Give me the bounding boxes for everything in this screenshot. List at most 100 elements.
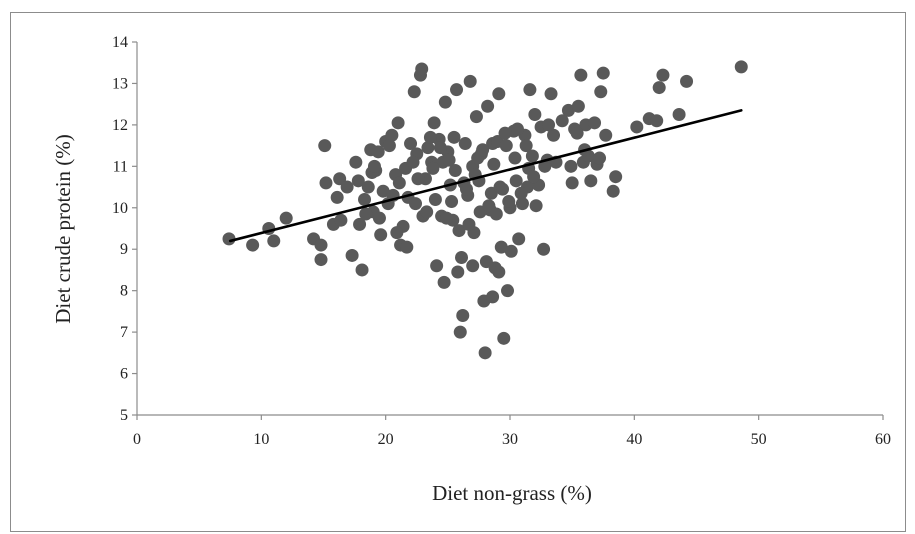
trendline-group xyxy=(228,109,743,243)
data-point xyxy=(455,251,469,265)
data-point xyxy=(527,170,541,184)
y-tick-label: 5 xyxy=(120,407,128,424)
data-point xyxy=(593,151,607,165)
data-point xyxy=(501,284,515,298)
data-point xyxy=(447,130,461,144)
data-point xyxy=(528,108,542,122)
y-tick-label: 9 xyxy=(120,241,128,258)
data-point xyxy=(469,110,483,124)
data-point xyxy=(314,238,328,252)
data-point xyxy=(523,83,537,97)
data-point xyxy=(415,62,429,76)
data-point xyxy=(376,184,390,198)
data-point xyxy=(652,81,666,95)
data-point xyxy=(462,217,476,231)
data-point xyxy=(574,68,588,82)
data-point xyxy=(452,224,466,238)
data-point xyxy=(371,145,385,159)
data-point xyxy=(359,207,373,221)
data-point xyxy=(367,159,381,173)
x-axis-title: Diet non-grass (%) xyxy=(432,481,592,505)
data-point xyxy=(442,153,456,167)
data-point xyxy=(451,265,465,279)
data-point xyxy=(333,172,347,186)
y-tick-label: 11 xyxy=(113,158,128,175)
data-point xyxy=(433,141,447,155)
data-point xyxy=(385,128,399,142)
data-point xyxy=(267,234,281,248)
data-point xyxy=(487,157,501,171)
data-point xyxy=(606,184,620,198)
axes: 5 6 7 8 9 10 11 12 13 14 0 10 20 30 40 50 60 xyxy=(112,34,891,448)
data-point xyxy=(353,217,367,231)
x-tick-label: 50 xyxy=(751,431,767,448)
data-point xyxy=(478,346,492,360)
x-tick-label: 60 xyxy=(875,431,891,448)
x-tick-label: 40 xyxy=(626,431,642,448)
data-point xyxy=(547,128,561,142)
data-point xyxy=(609,170,623,184)
data-point xyxy=(502,195,516,209)
data-point xyxy=(456,309,470,323)
data-point xyxy=(514,186,528,200)
data-point xyxy=(314,253,328,267)
y-tick-label: 7 xyxy=(120,324,128,341)
data-point xyxy=(428,192,442,206)
data-point xyxy=(459,182,473,196)
data-point xyxy=(421,141,435,155)
x-tick-label: 20 xyxy=(378,431,394,448)
data-point xyxy=(570,126,584,140)
data-point xyxy=(515,197,529,211)
data-point xyxy=(445,195,459,209)
data-point xyxy=(427,116,441,130)
data-point xyxy=(512,232,526,246)
data-point xyxy=(571,99,585,113)
data-point xyxy=(382,139,396,153)
data-point xyxy=(486,290,500,304)
data-point xyxy=(680,74,694,88)
data-point xyxy=(319,176,333,190)
data-point xyxy=(508,151,522,165)
data-point xyxy=(542,118,556,132)
data-point xyxy=(588,116,602,130)
data-point xyxy=(407,85,421,99)
data-point xyxy=(361,180,375,194)
data-point xyxy=(246,238,260,252)
trendline xyxy=(228,109,743,243)
y-tick-label: 6 xyxy=(120,366,128,383)
data-point xyxy=(437,275,451,289)
data-point xyxy=(544,87,558,101)
data-point xyxy=(392,176,406,190)
data-point xyxy=(222,232,236,246)
y-tick-label: 8 xyxy=(120,283,128,300)
data-point xyxy=(406,155,420,169)
data-points xyxy=(222,60,748,360)
data-point xyxy=(420,205,434,219)
y-tick-label: 13 xyxy=(112,75,128,92)
data-point xyxy=(404,137,418,151)
y-tick-label: 14 xyxy=(112,34,128,51)
data-point xyxy=(358,192,372,206)
data-point xyxy=(538,159,552,173)
data-point xyxy=(426,161,440,175)
data-point xyxy=(565,176,579,190)
data-point xyxy=(599,128,613,142)
data-point xyxy=(510,122,524,136)
data-point xyxy=(555,114,569,128)
data-point xyxy=(463,74,477,88)
data-point xyxy=(345,248,359,262)
x-tick-label: 10 xyxy=(253,431,269,448)
data-point xyxy=(476,143,490,157)
data-point xyxy=(672,108,686,122)
data-point xyxy=(492,87,506,101)
data-point xyxy=(423,130,437,144)
data-point xyxy=(494,240,508,254)
data-point xyxy=(279,211,293,225)
data-point xyxy=(630,120,644,134)
data-point xyxy=(351,174,365,188)
data-point xyxy=(355,263,369,277)
data-point xyxy=(440,211,454,225)
data-point xyxy=(734,60,748,74)
y-tick-label: 10 xyxy=(112,200,128,217)
data-point xyxy=(596,66,610,80)
